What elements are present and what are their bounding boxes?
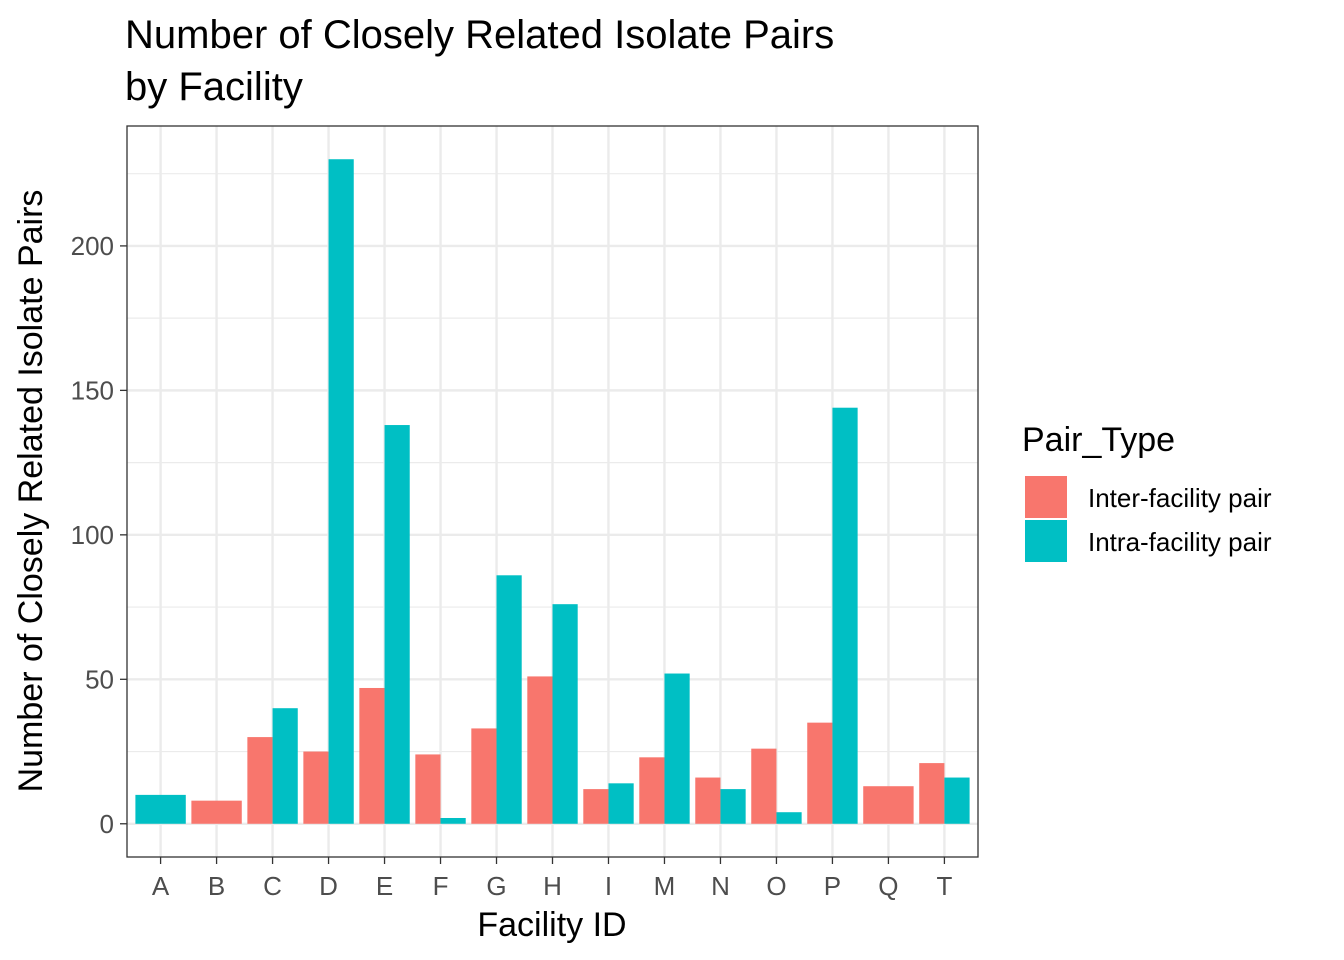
y-tick-label: 150 (71, 375, 114, 405)
bar-m-intra-facility-pair (664, 673, 690, 824)
bar-i-intra-facility-pair (608, 783, 634, 824)
bar-f-intra-facility-pair (440, 817, 466, 824)
legend-swatch (1025, 520, 1067, 562)
bar-c-inter-facility-pair (247, 737, 273, 824)
y-axis-title: Number of Closely Related Isolate Pairs (12, 190, 50, 793)
y-tick-label: 50 (85, 664, 114, 694)
bar-f-inter-facility-pair (415, 754, 441, 824)
bar-o-intra-facility-pair (776, 812, 802, 824)
x-tick-label: C (263, 871, 282, 901)
bar-p-intra-facility-pair (832, 407, 858, 824)
x-tick-label: I (605, 871, 612, 901)
bar-n-inter-facility-pair (695, 777, 721, 824)
bar-g-intra-facility-pair (496, 575, 522, 824)
bars (135, 159, 970, 824)
x-tick-label: Q (878, 871, 898, 901)
bar-m-inter-facility-pair (639, 757, 665, 824)
chart-title-line-2: by Facility (125, 65, 303, 109)
legend-label: Inter-facility pair (1088, 483, 1272, 513)
y-axis-ticks: 0 50 100 150 200 (71, 231, 127, 839)
legend-swatch (1025, 476, 1067, 518)
x-axis-title: Facility ID (477, 906, 626, 944)
bar-b-inter-facility-pair (191, 800, 242, 824)
legend-label: Intra-facility pair (1088, 527, 1272, 557)
bar-e-inter-facility-pair (359, 687, 385, 824)
bar-d-inter-facility-pair (303, 751, 329, 824)
bar-d-intra-facility-pair (328, 159, 354, 824)
bar-h-intra-facility-pair (552, 604, 578, 824)
bar-h-inter-facility-pair (527, 676, 553, 824)
bar-p-inter-facility-pair (807, 722, 833, 824)
bar-i-inter-facility-pair (583, 789, 609, 824)
legend-items: Inter-facility pair Intra-facility pair (1025, 476, 1272, 562)
chart-title-line-1: Number of Closely Related Isolate Pairs (125, 13, 834, 57)
x-tick-label: M (654, 871, 676, 901)
bar-g-inter-facility-pair (471, 728, 497, 824)
legend-title: Pair_Type (1022, 421, 1175, 459)
x-tick-label: E (376, 871, 393, 901)
x-tick-label: F (433, 871, 449, 901)
bar-a-intra-facility-pair (135, 794, 186, 824)
x-tick-label: H (543, 871, 562, 901)
x-tick-label: O (766, 871, 786, 901)
chart-title: Number of Closely Related Isolate Pairs … (125, 13, 834, 109)
bar-q-inter-facility-pair (863, 786, 914, 824)
x-tick-label: N (711, 871, 730, 901)
x-tick-label: A (152, 871, 170, 901)
bar-t-inter-facility-pair (919, 763, 945, 824)
x-tick-label: D (319, 871, 338, 901)
x-tick-label: B (208, 871, 225, 901)
legend: Pair_Type Inter-facility pair Intra-facil… (1022, 421, 1272, 562)
x-tick-label: G (486, 871, 506, 901)
bar-e-intra-facility-pair (384, 425, 410, 824)
y-tick-label: 0 (100, 809, 114, 839)
x-tick-label: P (824, 871, 841, 901)
y-tick-label: 200 (71, 231, 114, 261)
bar-o-inter-facility-pair (751, 748, 777, 824)
bar-n-intra-facility-pair (720, 789, 746, 824)
bar-c-intra-facility-pair (272, 708, 298, 824)
y-tick-label: 100 (71, 520, 114, 550)
x-tick-label: T (936, 871, 952, 901)
bar-t-intra-facility-pair (944, 777, 970, 824)
